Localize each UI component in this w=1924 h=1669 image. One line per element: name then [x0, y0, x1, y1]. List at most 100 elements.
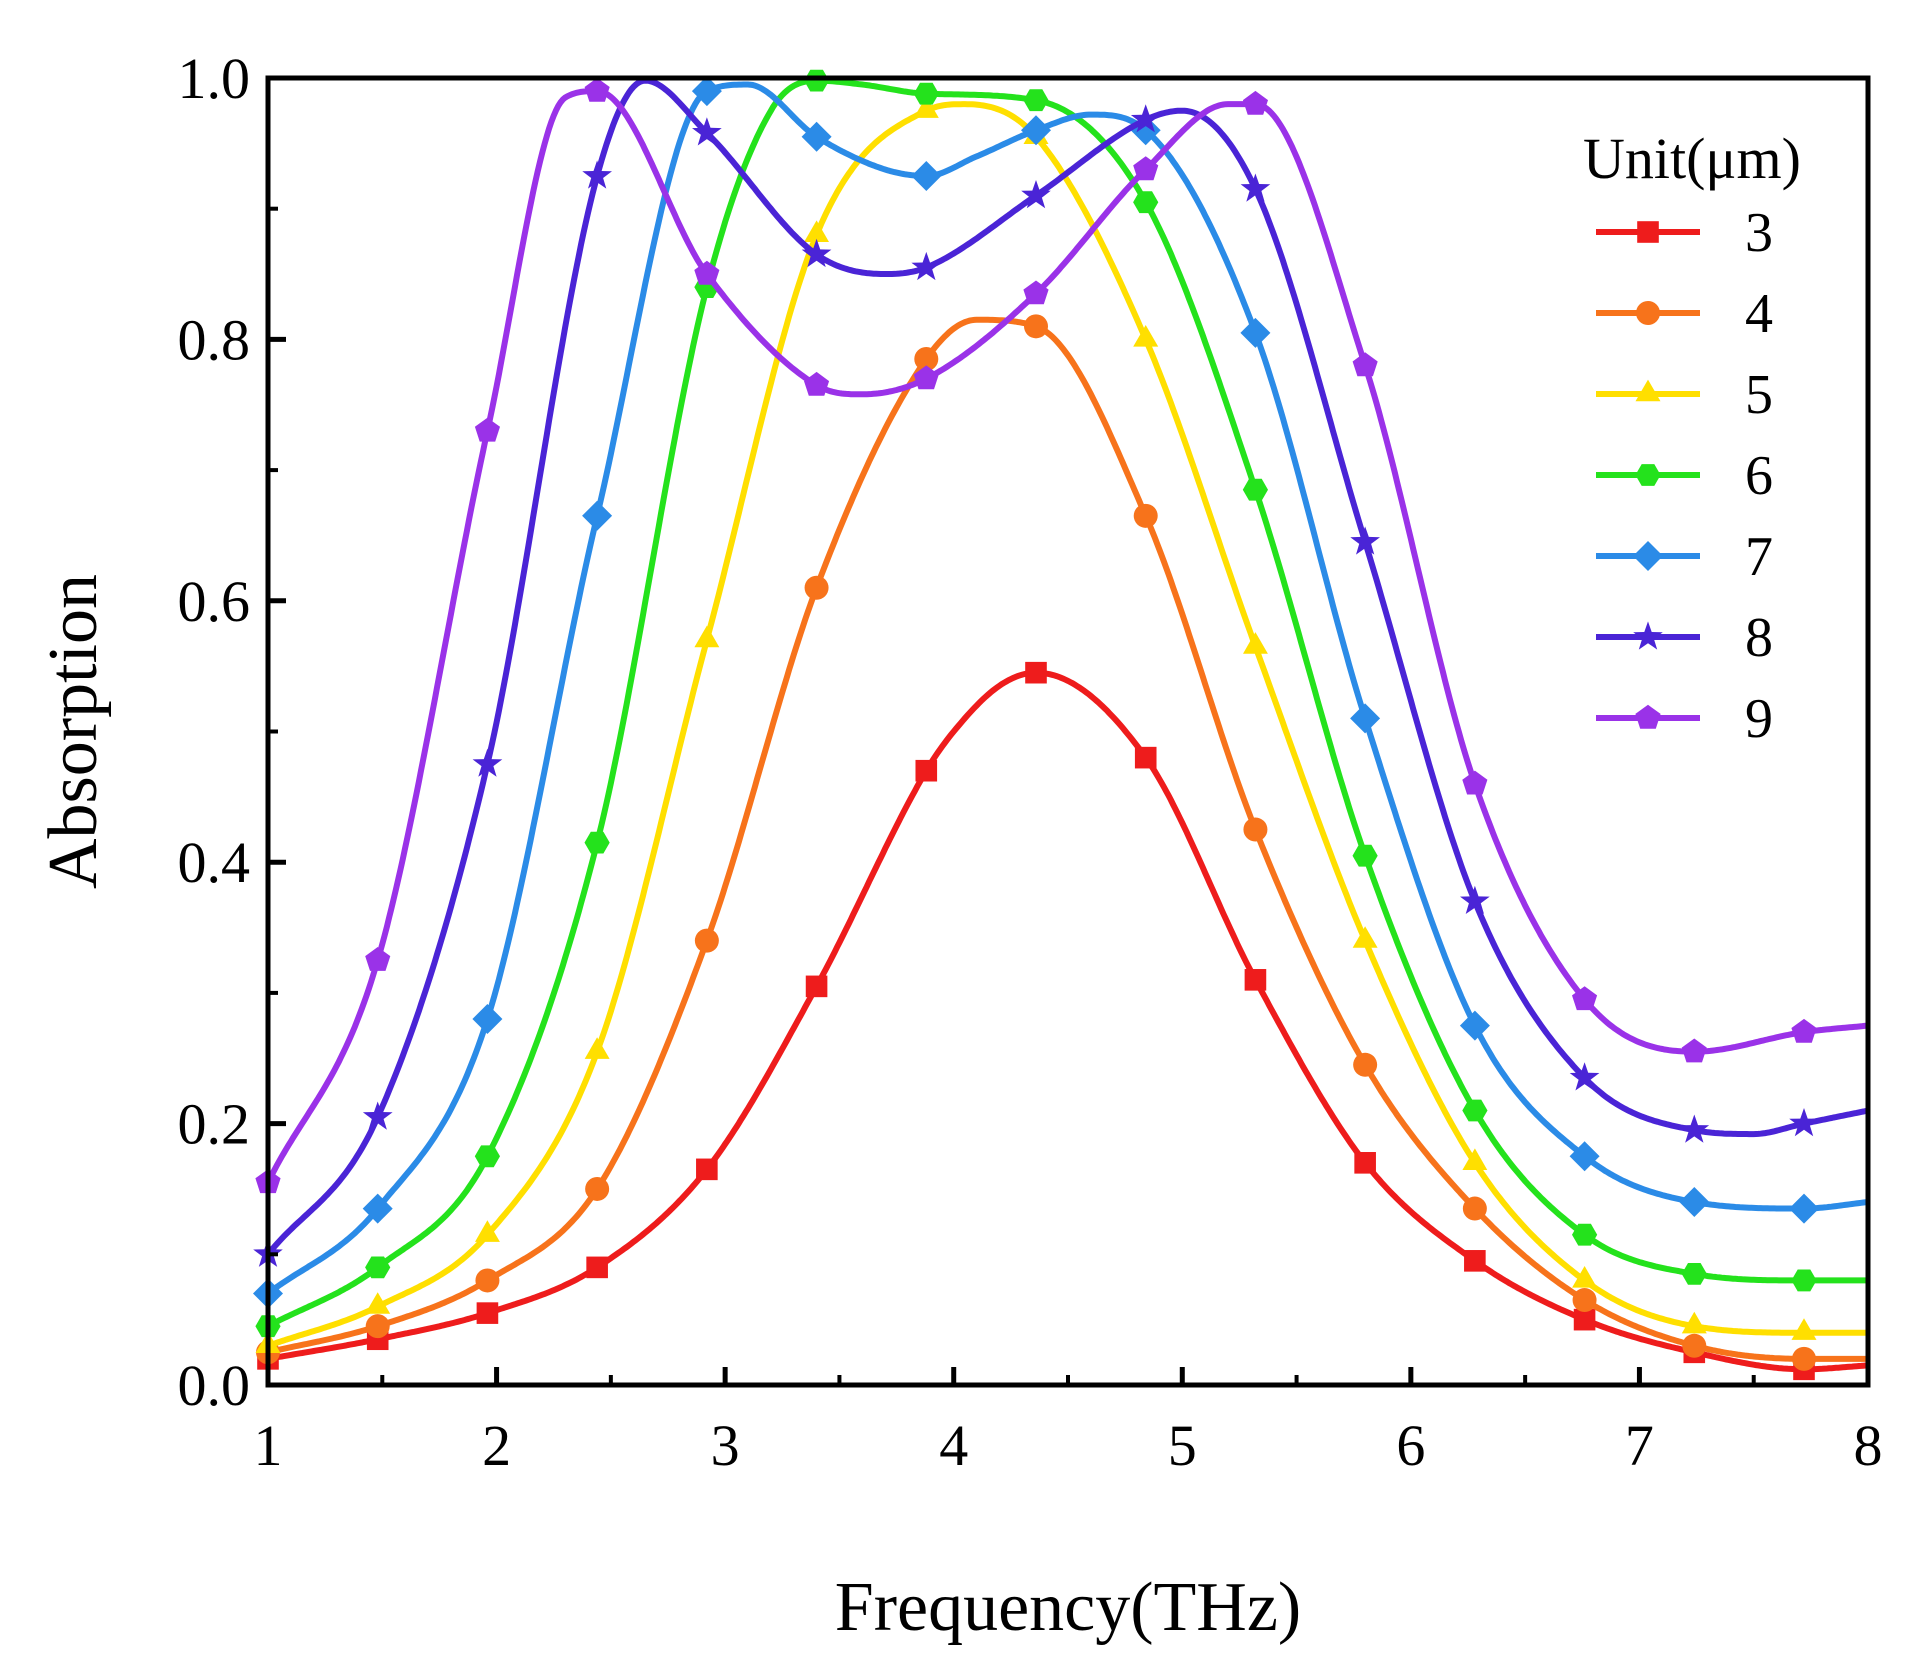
y-tick-label: 0.6 — [178, 569, 251, 634]
series-4-line — [267, 316, 1868, 1362]
series-9-point — [913, 365, 939, 390]
series-4-point — [1243, 817, 1268, 842]
legend-title: Unit(μm) — [1583, 126, 1801, 191]
series-9-point — [1133, 156, 1159, 181]
series-5-point — [1681, 1311, 1707, 1334]
series-4-point — [1353, 1052, 1378, 1077]
legend-swatch-marker — [1635, 379, 1661, 402]
series-4-point — [1682, 1333, 1707, 1358]
legend-label: 3 — [1745, 202, 1773, 264]
legend-label: 7 — [1745, 526, 1773, 588]
series-3-point — [1573, 1308, 1596, 1331]
series-9-point — [1462, 770, 1488, 795]
series-7-line — [266, 81, 1869, 1296]
series-8-line — [265, 77, 1869, 1257]
tick-layer: 1 2 3 4 5 6 7 8 0.0 0.2 0.4 0.6 0.8 1.0 — [178, 46, 1883, 1478]
x-tick-label: 4 — [939, 1413, 968, 1478]
series-6-point — [1352, 844, 1378, 867]
series-9-point — [1681, 1038, 1707, 1063]
series-3-point — [1025, 661, 1047, 684]
series-5-point — [694, 625, 720, 648]
series-6-point — [1681, 1263, 1707, 1285]
series-3-point — [696, 1158, 718, 1181]
x-tick-label: 2 — [482, 1413, 511, 1478]
series-7-point — [1679, 1187, 1710, 1217]
series-4-point — [1792, 1346, 1816, 1371]
series-9-point — [365, 947, 391, 971]
series-8-point — [1240, 173, 1271, 202]
series-8-point — [1021, 180, 1051, 209]
x-tick-label: 3 — [711, 1413, 740, 1478]
series-4-point — [694, 928, 719, 953]
series-5-point — [1572, 1266, 1597, 1288]
series-9-point — [804, 371, 830, 396]
series-9-line — [265, 88, 1869, 1184]
series-9-point — [694, 260, 720, 285]
legend-swatch-marker — [1633, 621, 1663, 650]
series-5-point — [365, 1292, 391, 1314]
y-axis-title: Absorption — [35, 574, 112, 889]
series-6-point — [1023, 89, 1049, 112]
series-9-point — [474, 417, 500, 442]
legend-item-3: 3 — [1596, 202, 1773, 264]
series-8-point — [1350, 526, 1380, 555]
series-4-point — [1462, 1196, 1487, 1221]
series-7-point — [362, 1193, 393, 1224]
y-tick-label: 0.8 — [178, 307, 251, 372]
y-tick-label: 0.0 — [178, 1353, 251, 1418]
series-5-point — [1243, 632, 1268, 654]
series-8-point — [472, 748, 503, 777]
series-6-point — [1133, 191, 1159, 214]
series-3-point — [915, 759, 938, 782]
series-7 — [253, 76, 1869, 1309]
x-axis-title: Frequency(THz) — [835, 1569, 1301, 1646]
series-5-point — [1462, 1148, 1488, 1170]
series-5-point — [1791, 1318, 1817, 1340]
legend-item-9: 9 — [1596, 688, 1773, 750]
series-4-point — [365, 1314, 390, 1339]
plot-layer — [253, 69, 1869, 1381]
y-tick-label: 1.0 — [178, 46, 251, 111]
legend-swatch-marker — [1637, 221, 1659, 243]
series-8-point — [1789, 1108, 1819, 1137]
series-7-point — [911, 161, 942, 191]
series-6-point — [474, 1145, 500, 1168]
series-5-point — [1133, 325, 1159, 347]
series-8-point — [1130, 104, 1161, 133]
series-4-point — [1133, 503, 1158, 528]
series-6 — [255, 69, 1868, 1338]
series-3-point — [1134, 746, 1157, 769]
legend-swatch-marker — [1635, 704, 1661, 729]
legend-item-8: 8 — [1596, 607, 1773, 669]
series-7-point — [472, 1004, 503, 1034]
series-9-point — [1791, 1018, 1817, 1043]
series-7-point — [1569, 1141, 1600, 1172]
series-4-point — [1572, 1288, 1597, 1313]
series-8-point — [362, 1101, 393, 1130]
series-8-point — [911, 251, 942, 281]
series-8 — [253, 77, 1869, 1267]
series-9-point — [1352, 352, 1378, 377]
series-3-point — [586, 1256, 608, 1279]
legend-label: 4 — [1745, 283, 1773, 345]
series-8-point — [1460, 885, 1490, 914]
series-6-point — [1462, 1099, 1488, 1122]
series-3-point — [476, 1302, 499, 1324]
series-5-point — [584, 1037, 610, 1059]
series-4-point — [804, 575, 829, 600]
series-4-point — [585, 1176, 610, 1201]
series-9-point — [1572, 986, 1598, 1011]
series-7-point — [1021, 115, 1051, 146]
series-4-point — [914, 347, 939, 372]
series-3-point — [1244, 969, 1267, 991]
series-8-point — [1679, 1114, 1710, 1143]
series-6-line — [266, 77, 1868, 1329]
legend-label: 5 — [1745, 364, 1773, 426]
series-6-point — [913, 82, 939, 105]
legend-swatch-marker — [1633, 541, 1663, 571]
legend-swatch-marker — [1635, 464, 1661, 486]
series-9-point — [1242, 90, 1268, 115]
legend: Unit(μm) 3 4 5 6 7 8 9 — [1583, 126, 1801, 750]
series-8-point — [692, 117, 722, 146]
legend-label: 8 — [1745, 607, 1773, 669]
